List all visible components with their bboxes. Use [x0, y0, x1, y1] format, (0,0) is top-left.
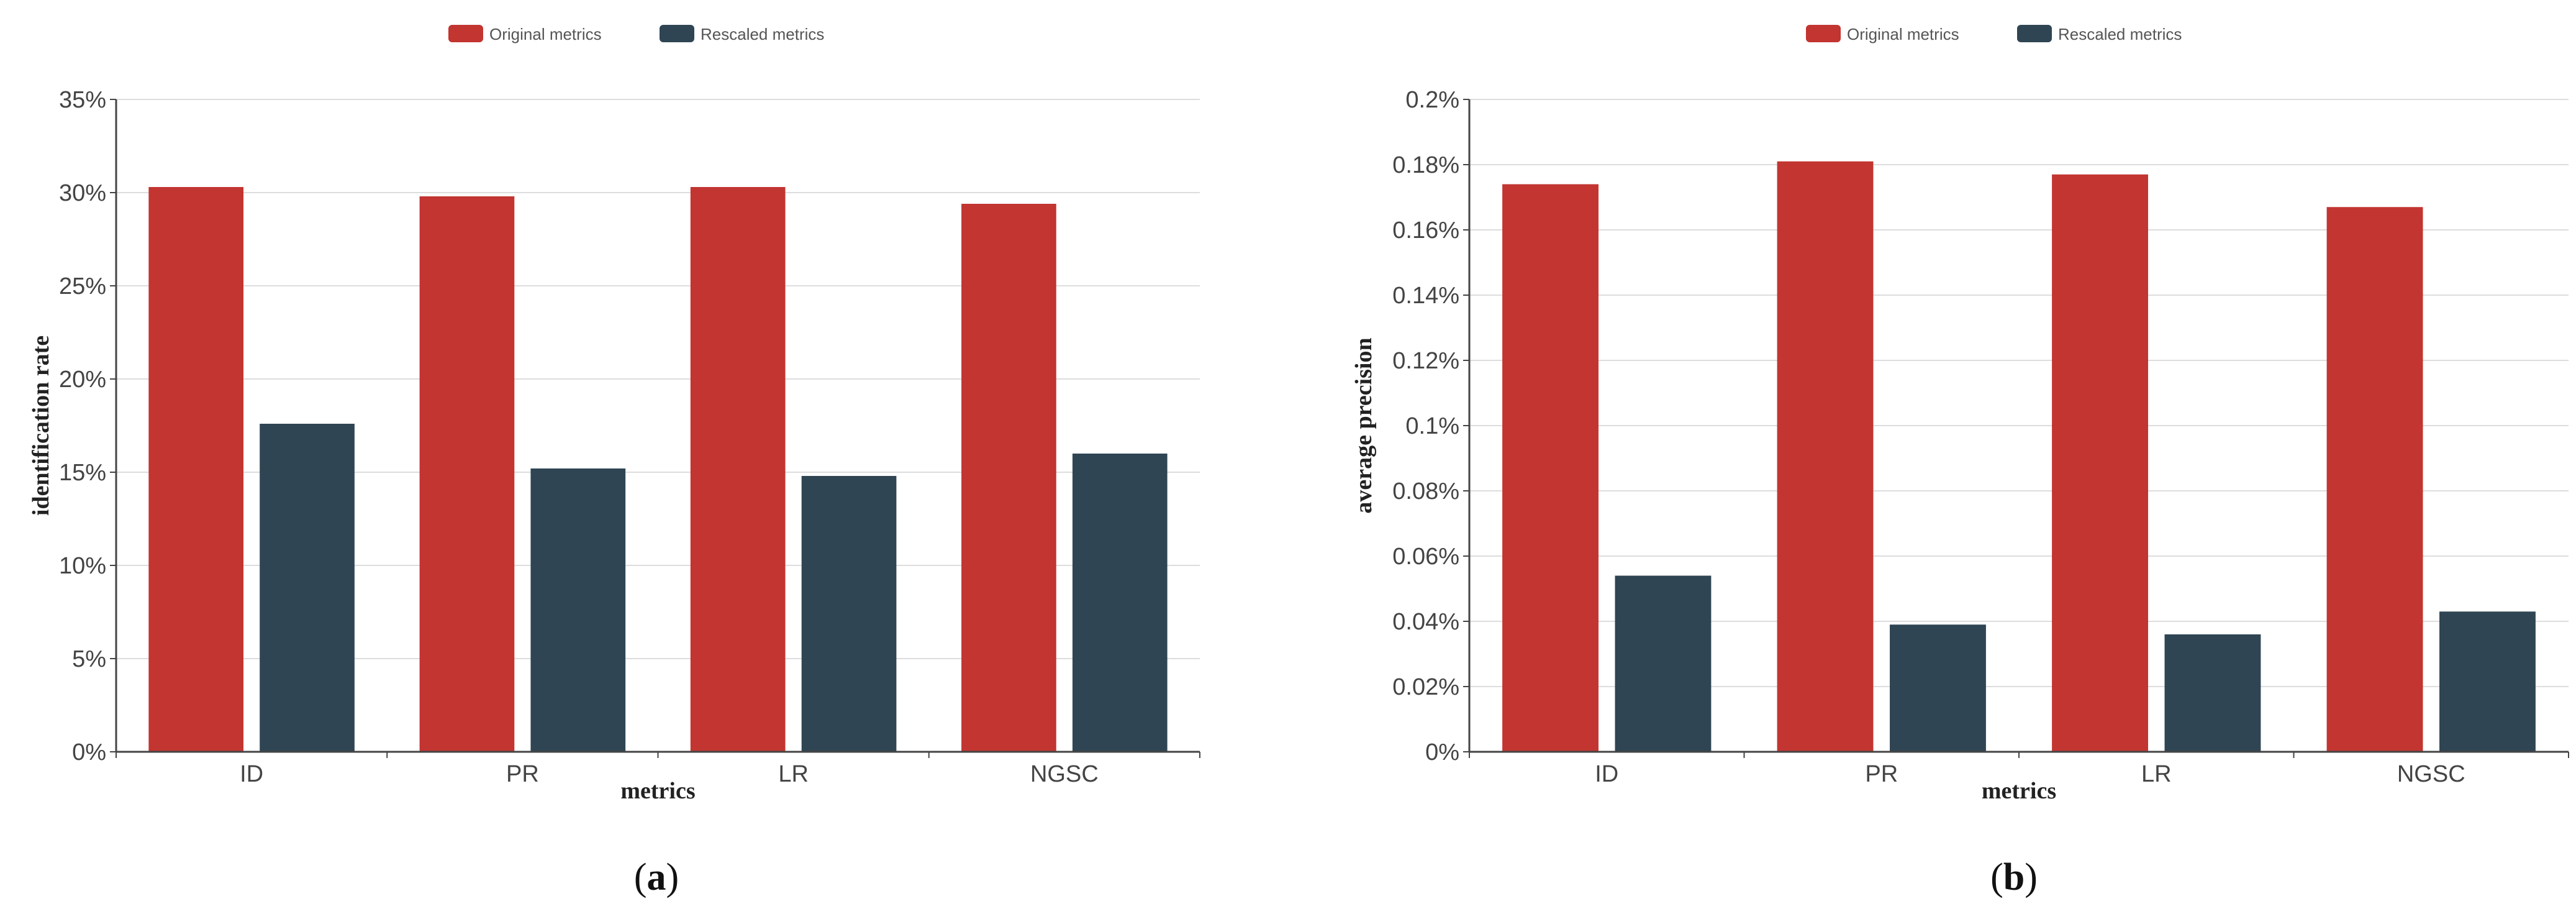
x-tick-label: ID [240, 761, 263, 787]
bar-rescaled-id [260, 424, 355, 752]
y-axis-title: average precision [1351, 337, 1377, 513]
y-tick-label: 0.04% [1392, 609, 1459, 635]
bar-rescaled-ngsc [2439, 611, 2536, 752]
bar-rescaled-ngsc [1072, 454, 1168, 752]
bar-original-ngsc [2326, 207, 2423, 752]
x-tick-label: NGSC [2397, 761, 2465, 787]
bar-rescaled-lr [801, 476, 897, 752]
y-tick-label: 0% [1425, 739, 1459, 765]
chart-panel-a: 0% 5% 10% 15% 20% 25% 30% 35% ID PR LR NGSC metrics i… [28, 25, 1200, 898]
legend-swatch-original [1806, 25, 1841, 42]
y-tick-label: 0.2% [1405, 87, 1459, 113]
y-tick-label: 10% [59, 553, 106, 579]
panel-label: (a) [634, 856, 679, 898]
chart-panel-b: 0% 0.02% 0.04% 0.06% 0.08% 0.1% 0.12% 0.14% 0.16… [1351, 25, 2569, 898]
y-tick-label: 30% [59, 180, 106, 206]
y-tick-label: 15% [59, 460, 106, 486]
y-tick-label: 20% [59, 367, 106, 393]
x-tick-label: PR [506, 761, 539, 787]
x-tick-label: PR [1865, 761, 1898, 787]
bar-original-ngsc [961, 204, 1056, 752]
bar-original-lr [690, 187, 786, 752]
x-tick-label: NGSC [1030, 761, 1099, 787]
x-axis-title: metrics [1982, 778, 2056, 804]
y-tick-label: 25% [59, 273, 106, 299]
y-tick-label: 0.06% [1392, 544, 1459, 570]
x-tick-label: ID [1595, 761, 1618, 787]
legend-swatch-rescaled [660, 25, 694, 42]
y-tick-label: 0.18% [1392, 152, 1459, 178]
y-tick-label: 0.12% [1392, 348, 1459, 374]
legend-label-original: Original metrics [1847, 25, 1959, 43]
bar-original-lr [2052, 174, 2148, 752]
bar-rescaled-pr [1890, 624, 1986, 752]
legend-label-rescaled: Rescaled metrics [2058, 25, 2182, 43]
x-tick-label: LR [778, 761, 809, 787]
panel-label: (b) [1990, 856, 2038, 898]
y-tick-label: 0.14% [1392, 283, 1459, 309]
legend-swatch-rescaled [2017, 25, 2052, 42]
bar-original-id [1502, 184, 1599, 752]
bar-original-pr [419, 196, 515, 752]
bar-original-id [148, 187, 244, 752]
y-tick-label: 0.02% [1392, 674, 1459, 700]
x-axis-title: metrics [620, 778, 695, 804]
legend-swatch-original [448, 25, 483, 42]
legend: Original metrics Rescaled metrics [448, 25, 824, 43]
bar-rescaled-id [1615, 575, 1712, 752]
bar-rescaled-lr [2164, 634, 2261, 752]
y-tick-label: 0.08% [1392, 478, 1459, 505]
y-axis-title: identification rate [28, 336, 54, 516]
legend-label-original: Original metrics [489, 25, 602, 43]
bar-original-pr [1777, 161, 1874, 752]
y-tick-label: 0% [72, 739, 106, 765]
y-tick-label: 0.1% [1405, 413, 1459, 439]
panel-letter: b [2003, 856, 2025, 898]
y-tick-label: 5% [72, 646, 106, 672]
panel-letter: a [647, 856, 666, 898]
bar-rescaled-pr [530, 468, 626, 752]
legend: Original metrics Rescaled metrics [1806, 25, 2182, 43]
y-tick-label: 35% [59, 87, 106, 113]
y-tick-label: 0.16% [1392, 217, 1459, 244]
x-tick-label: LR [2141, 761, 2172, 787]
legend-label-rescaled: Rescaled metrics [701, 25, 824, 43]
